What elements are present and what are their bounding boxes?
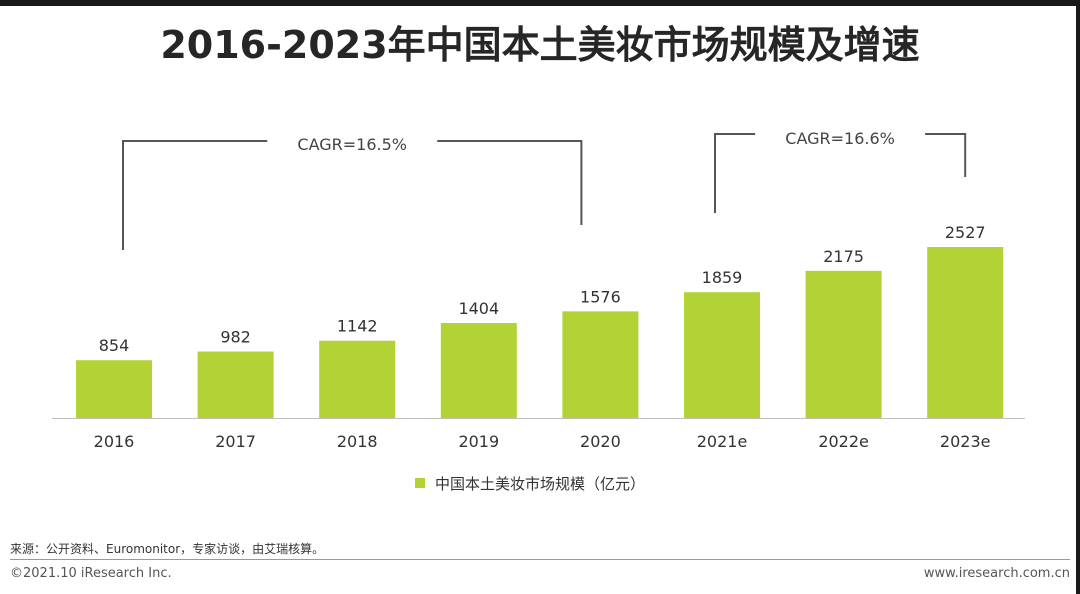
x-tick-2020: 2020: [580, 432, 621, 451]
data-label-2016: 854: [99, 336, 130, 355]
cagr-label-2: CAGR=16.6%: [785, 129, 895, 148]
bar-2020: [562, 311, 639, 418]
x-tick-2016: 2016: [94, 432, 135, 451]
x-tick-2022e: 2022e: [818, 432, 869, 451]
x-tick-2017: 2017: [215, 432, 256, 451]
x-tick-2021e: 2021e: [697, 432, 748, 451]
bar-2018: [319, 340, 396, 418]
cagr-bracket-2: [714, 133, 967, 213]
x-tick-2023e: 2023e: [940, 432, 991, 451]
x-tick-2019: 2019: [458, 432, 499, 451]
bar-2022e: [805, 270, 882, 418]
bar-2019: [440, 322, 517, 418]
source-note: 来源：公开资料、Euromonitor，专家访谈，由艾瑞核算。: [10, 542, 325, 556]
chart-title: 2016-2023年中国本土美妆市场规模及增速: [160, 23, 920, 67]
footer-divider: [10, 559, 1070, 560]
copyright: ©2021.10 iResearch Inc.: [10, 566, 172, 581]
data-label-2022e: 2175: [823, 247, 864, 266]
data-label-2023e: 2527: [945, 223, 986, 242]
bar-2016: [76, 360, 152, 418]
bar-chart: 854 2016 982 2017 1142 2018 1404 2019 1576 2020 18…: [52, 129, 1025, 451]
bar-2023e: [927, 247, 1004, 418]
website-link[interactable]: www.iresearch.com.cn: [923, 566, 1070, 581]
cagr-label-1: CAGR=16.5%: [297, 135, 407, 154]
data-label-2017: 982: [220, 328, 251, 347]
cagr-bracket-1: [122, 140, 583, 250]
legend-swatch: [415, 478, 425, 488]
data-label-2018: 1142: [337, 317, 378, 336]
right-border: [1076, 0, 1080, 594]
data-label-2021e: 1859: [702, 268, 743, 287]
bar-2021e: [684, 292, 760, 418]
x-tick-2018: 2018: [337, 432, 378, 451]
legend-label: 中国本土美妆市场规模（亿元）: [435, 474, 646, 493]
legend: 中国本土美妆市场规模（亿元）: [415, 472, 645, 494]
bar-2017: [197, 351, 274, 418]
data-label-2020: 1576: [580, 287, 621, 306]
top-border: [0, 0, 1080, 6]
data-label-2019: 1404: [458, 299, 499, 318]
